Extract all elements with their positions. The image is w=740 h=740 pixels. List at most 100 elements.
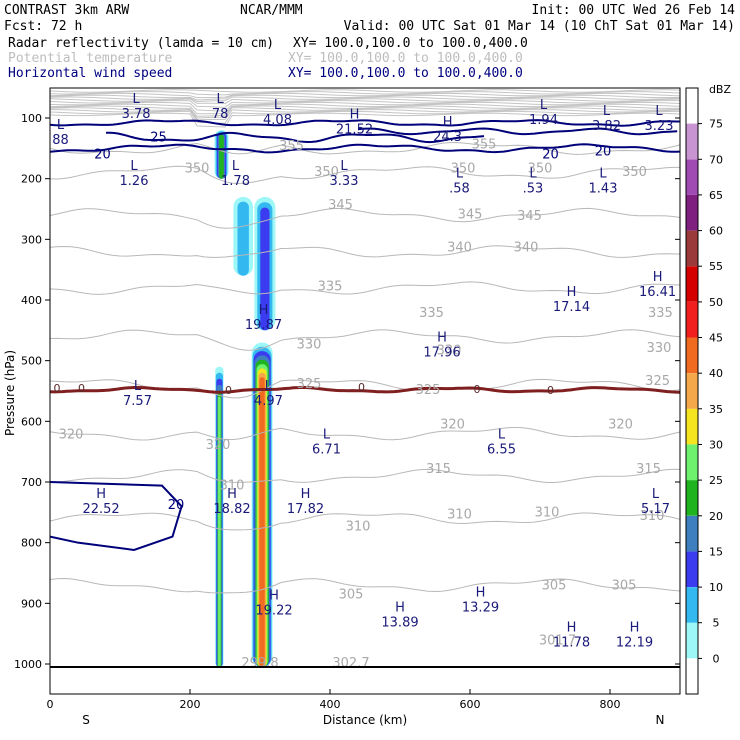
extremum-type: L	[599, 167, 607, 182]
colorbar-swatch-25dbz	[686, 480, 698, 516]
theta-contour-label: 299.8	[241, 656, 278, 671]
theta-contour-label: 301.7	[539, 634, 576, 649]
colorbar-swatch-50dbz	[686, 301, 698, 338]
colorbar-swatch-35dbz	[686, 408, 698, 445]
y-tick-label: 400	[21, 294, 42, 307]
theta-contour-label: 325	[297, 377, 322, 392]
stratosphere-isentrope	[49, 92, 681, 99]
colorbar-label: 50	[709, 296, 723, 309]
field-reflectivity-name: Radar reflectivity (lamda = 10 cm)	[8, 36, 274, 51]
colorbar-swatch-5dbz	[686, 622, 698, 659]
extremum-high: H24.3	[433, 115, 462, 145]
extremum-value: 1.94	[529, 113, 558, 128]
wind-contour-label: 0	[225, 384, 232, 397]
extremum-low: L6.71	[312, 428, 341, 458]
extremum-type: L	[265, 379, 273, 394]
extremum-type: H	[630, 621, 640, 636]
wind-contour-label: 0	[547, 384, 554, 397]
extremum-low: L88	[52, 118, 69, 148]
extremum-high: H12.19	[616, 621, 653, 651]
y-tick-label: 700	[21, 476, 42, 489]
field-theta-name: Potential temperature	[8, 51, 173, 66]
colorbar-units: dBZ	[709, 83, 732, 96]
header-init: Init: 00 UTC Wed 26 Feb 14	[532, 3, 736, 18]
extremum-value: 18.82	[213, 502, 250, 517]
extremum-value: 1.78	[221, 174, 250, 189]
extremum-value: 17.96	[423, 346, 460, 361]
colorbar-swatch-10dbz	[686, 587, 698, 623]
extremum-low: L1.43	[589, 167, 618, 197]
extremum-value: 6.55	[487, 443, 516, 458]
extremum-value: 19.87	[245, 318, 282, 333]
colorbar-label: 70	[709, 153, 723, 166]
x-tick-label: 0	[47, 698, 54, 711]
extremum-value: 13.29	[462, 600, 499, 615]
colorbar-swatch-55dbz	[686, 266, 698, 302]
theta-contour-label: 340	[514, 241, 539, 256]
extremum-low: L3.82	[592, 104, 621, 134]
colorbar-label: 0	[713, 652, 720, 665]
colorbar-label: 20	[709, 510, 723, 523]
y-tick-label: 800	[21, 537, 42, 550]
extremum-type: L	[603, 104, 611, 119]
theta-345-contour	[49, 207, 681, 229]
extremum-low: L6.55	[487, 428, 516, 458]
wind-20-lower-contour	[49, 481, 183, 551]
stratosphere-isentrope	[49, 96, 681, 103]
wind-25-contour	[105, 131, 485, 144]
extremum-value: 4.97	[254, 394, 283, 409]
wind-contours	[49, 119, 681, 551]
stratosphere-isentrope	[49, 89, 681, 93]
extremum-value: .53	[523, 182, 544, 197]
colorbar-swatch-60dbz	[686, 230, 698, 267]
x-axis: 0 200 400 600 800	[47, 689, 621, 711]
extremum-value: 3.33	[330, 174, 359, 189]
x-tick-label: 600	[460, 698, 481, 711]
colorbar-swatch-30dbz	[686, 444, 698, 481]
extremum-low: L1.26	[120, 159, 149, 189]
extremum-value: 17.14	[553, 300, 590, 315]
stratosphere-isentrope	[49, 107, 681, 119]
extremum-high: H13.89	[381, 601, 418, 631]
wind-zero-contour	[49, 385, 681, 394]
extremum-low: L4.97	[254, 379, 283, 409]
colorbar-label: 65	[709, 189, 723, 202]
theta-contour-label: 350	[314, 165, 339, 180]
theta-335-contour	[49, 281, 681, 295]
theta-contour-label: 330	[297, 338, 322, 353]
theta-contour-label: 310	[220, 478, 245, 493]
stratosphere-isentrope	[49, 112, 681, 128]
wind-jet-upper-contour	[49, 119, 680, 127]
theta-310-contour	[49, 512, 681, 531]
stratosphere-isentrope	[49, 94, 681, 101]
theta-contour-label: 330	[647, 341, 672, 356]
field-reflectivity-xy: XY= 100.0,100.0 to 100.0,400.0	[293, 36, 528, 51]
wind-contour-label: 20	[94, 147, 111, 162]
extremum-value: 5.17	[641, 502, 670, 517]
extremum-type: L	[498, 428, 506, 443]
colorbar-swatch-15dbz	[686, 551, 698, 587]
x-tick-label: 800	[600, 698, 621, 711]
extremum-low: L.58	[449, 167, 470, 197]
x-tick-label: 200	[180, 698, 201, 711]
extremum-value: 78	[212, 107, 229, 122]
extremum-value: 19.22	[255, 603, 292, 618]
theta-contour-label: 350	[451, 162, 476, 177]
theta-contour-label: 315	[636, 462, 661, 477]
extremum-type: L	[529, 167, 537, 182]
extremum-type: H	[269, 588, 279, 603]
theta-320-contour	[49, 427, 681, 441]
stratosphere-isentrope	[49, 91, 681, 96]
extremum-type: H	[567, 285, 577, 300]
theta-contour-label: 345	[517, 209, 542, 224]
x-axis-south-label: S	[82, 713, 90, 727]
colorbar-label: 55	[709, 260, 723, 273]
extremum-high: H17.82	[287, 487, 324, 517]
wind-contour-label: 0	[474, 383, 481, 396]
extremum-value: 13.89	[381, 616, 418, 631]
theta-contour-label: 350	[528, 162, 553, 177]
theta-contour-label: 325	[645, 374, 670, 389]
stratosphere-isentrope	[49, 100, 681, 108]
theta-contour-label: 315	[426, 462, 451, 477]
